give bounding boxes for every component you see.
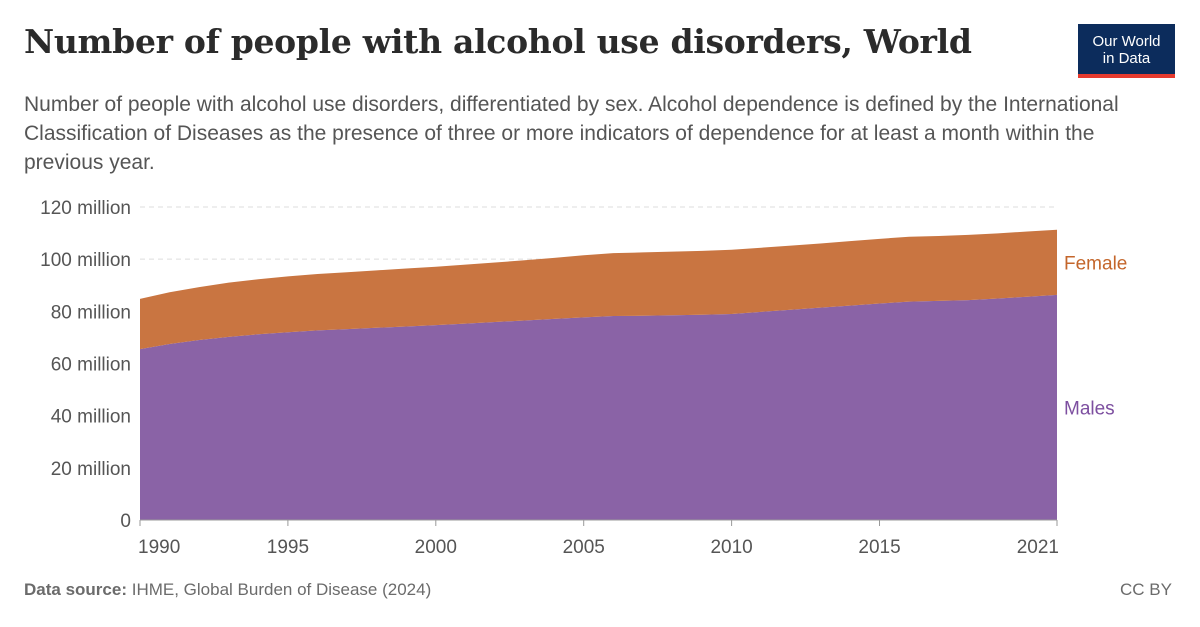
chart-title: Number of people with alcohol use disord… [24, 22, 972, 61]
x-tick-label: 2015 [858, 537, 900, 558]
data-source: Data source: IHME, Global Burden of Dise… [24, 580, 431, 600]
y-tick-label: 40 million [51, 407, 131, 428]
x-tick-label: 1990 [138, 537, 180, 558]
series-label-female: Female [1064, 253, 1127, 274]
y-tick-label: 120 million [40, 198, 131, 219]
data-source-label: Data source: [24, 580, 127, 599]
series-label-males: Males [1064, 398, 1115, 419]
y-tick-label: 100 million [40, 250, 131, 271]
x-tick-label: 2010 [710, 537, 752, 558]
logo-line-2: in Data [1102, 50, 1151, 67]
chart-subtitle: Number of people with alcohol use disord… [24, 93, 1119, 174]
x-tick-label: 2005 [563, 537, 605, 558]
y-tick-label: 20 million [51, 459, 131, 480]
data-source-text[interactable]: IHME, Global Burden of Disease (2024) [131, 580, 432, 599]
owid-logo[interactable]: Our World in Data [1078, 24, 1175, 78]
area-males [140, 294, 1057, 520]
x-tick-label: 2021 [1017, 537, 1059, 558]
y-tick-label: 0 [120, 511, 131, 532]
y-tick-label: 80 million [51, 302, 131, 323]
x-tick-label: 1995 [267, 537, 309, 558]
y-tick-label: 60 million [51, 355, 131, 376]
license-label[interactable]: CC BY [1120, 580, 1172, 599]
x-tick-label: 2000 [415, 537, 457, 558]
area-female [140, 229, 1057, 350]
logo-line-1: Our World [1092, 33, 1161, 50]
